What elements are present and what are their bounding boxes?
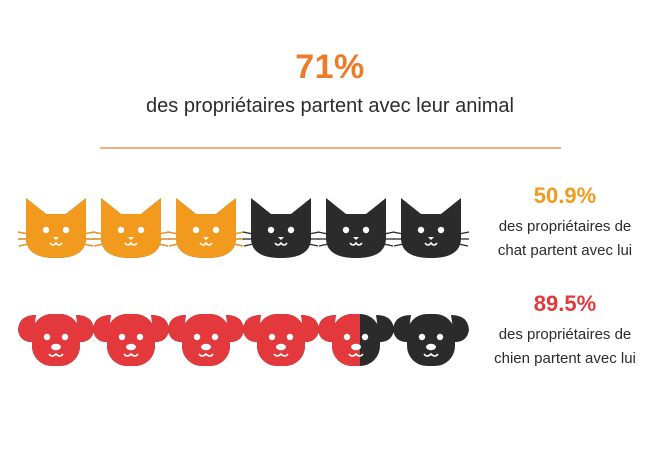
cat-icon-row: [0, 186, 480, 266]
cat-icon: [392, 198, 470, 258]
cat-stat: 50.9% des propriétaires de chat partent …: [472, 183, 658, 263]
headline-value: 71%: [295, 48, 365, 86]
headline-text: des propriétaires partent avec leur anim…: [146, 95, 514, 117]
divider: [100, 147, 561, 149]
cat-icon: [317, 198, 395, 258]
cat-stat-line1: des propriétaires de: [498, 218, 632, 235]
dog-icon: [318, 314, 394, 366]
dog-icon: [168, 314, 244, 366]
dog-icon-row: [0, 300, 480, 380]
dog-stat-text: des propriétaires de chien partent avec …: [472, 323, 658, 371]
cat-icon: [17, 198, 95, 258]
cat-stat-value: 50.9%: [533, 183, 597, 208]
dog-icon: [393, 314, 469, 366]
dog-icon: [18, 314, 94, 366]
dog-stat-line1: des propriétaires de: [498, 326, 632, 343]
cat-icon: [92, 198, 170, 258]
cat-stat-line2: chat partent avec lui: [497, 242, 633, 259]
cat-stat-text: des propriétaires de chat partent avec l…: [472, 215, 658, 263]
cat-icon: [167, 198, 245, 258]
dog-stat-line2: chien partent avec lui: [494, 350, 636, 367]
dog-icon: [93, 314, 169, 366]
dog-stat-value: 89.5%: [533, 291, 597, 316]
dog-stat: 89.5% des propriétaires de chien partent…: [472, 291, 658, 371]
cat-icon: [242, 198, 320, 258]
dog-icon: [243, 314, 319, 366]
